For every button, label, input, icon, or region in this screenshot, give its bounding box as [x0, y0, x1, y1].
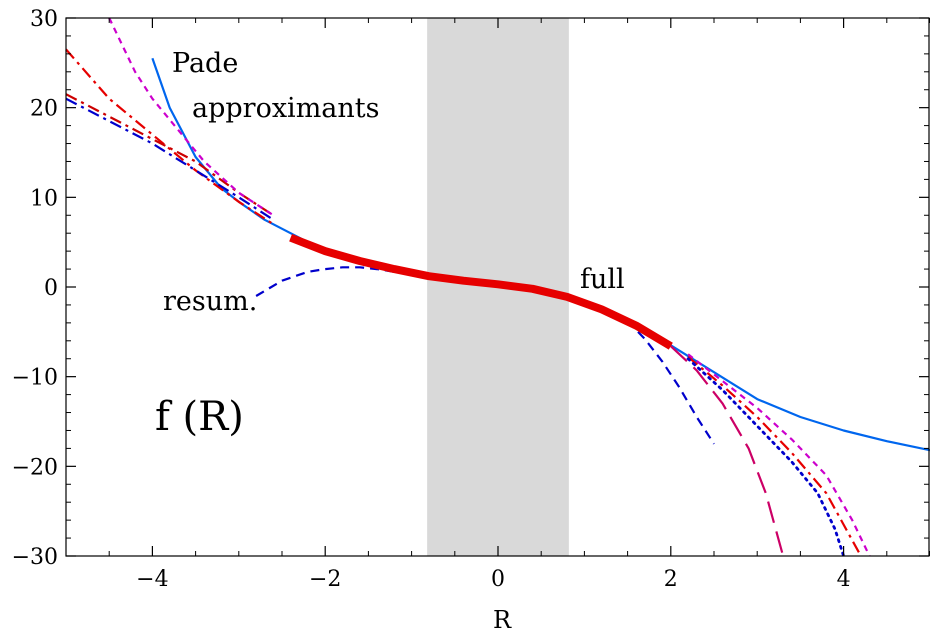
- full-label: full: [580, 264, 625, 295]
- pade-label-line1: Pade: [172, 48, 238, 79]
- series-line-10: [687, 356, 862, 557]
- x-tick-label: −4: [136, 567, 168, 592]
- series-layer: [65, 17, 930, 558]
- series-line-8: [108, 17, 274, 217]
- series-line-0: [289, 233, 673, 350]
- series-line-3: [626, 320, 715, 445]
- series-line-4: [670, 345, 785, 557]
- x-tick-label: −2: [309, 567, 341, 592]
- series-line-5: [65, 48, 274, 226]
- x-axis-title: R: [493, 606, 512, 634]
- y-tick-label: −20: [12, 455, 58, 480]
- y-tick-label: 30: [30, 7, 58, 32]
- series-line-7: [65, 93, 274, 217]
- series-line-9: [687, 353, 871, 557]
- series-line-11: [686, 357, 845, 558]
- y-tick-label: −30: [12, 545, 58, 570]
- y-tick-label: 20: [30, 97, 58, 122]
- x-tick-label: 0: [491, 567, 505, 592]
- resum-label: resum.: [163, 286, 257, 317]
- function-label: f (R): [155, 394, 244, 440]
- y-tick-label: 0: [44, 276, 58, 301]
- y-tick-label: 10: [30, 186, 58, 211]
- y-tick-label: −10: [12, 366, 58, 391]
- x-tick-label: 2: [664, 567, 678, 592]
- series-line-6: [65, 97, 274, 221]
- pade-label-line2: approximants: [192, 93, 379, 124]
- x-tick-label: 4: [837, 567, 851, 592]
